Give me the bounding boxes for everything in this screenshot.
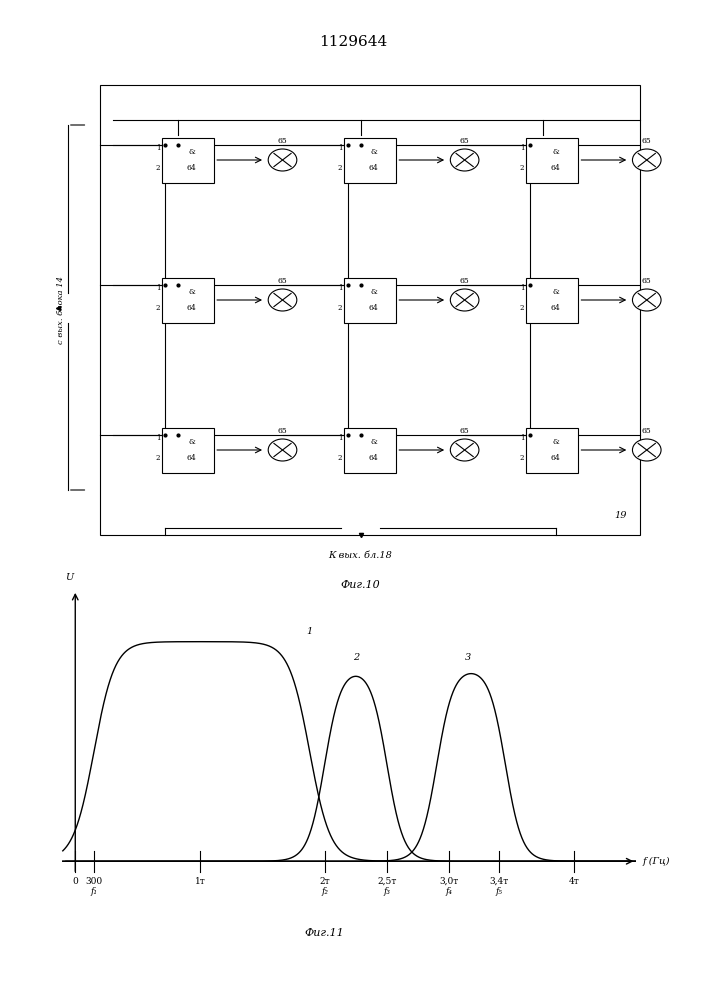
Circle shape bbox=[633, 149, 661, 171]
Bar bbox=[527, 277, 578, 322]
Text: 1: 1 bbox=[338, 144, 342, 152]
Circle shape bbox=[450, 289, 479, 311]
Bar bbox=[162, 277, 214, 322]
Circle shape bbox=[268, 439, 297, 461]
Text: 65: 65 bbox=[460, 277, 469, 285]
Bar bbox=[344, 277, 397, 322]
Text: f₄: f₄ bbox=[446, 887, 452, 896]
Text: Фиг.10: Фиг.10 bbox=[341, 580, 380, 590]
Text: 2: 2 bbox=[156, 163, 160, 172]
Text: 64: 64 bbox=[369, 304, 378, 312]
Text: 2: 2 bbox=[338, 454, 342, 462]
Text: &: & bbox=[552, 288, 559, 296]
Text: &: & bbox=[370, 288, 377, 296]
Text: К вых. бл.18: К вых. бл.18 bbox=[329, 550, 392, 560]
Bar bbox=[162, 137, 214, 182]
Text: с вых. блока 14: с вых. блока 14 bbox=[57, 276, 65, 344]
Text: 1: 1 bbox=[156, 144, 160, 152]
Text: 1: 1 bbox=[520, 284, 525, 292]
Text: 300: 300 bbox=[86, 877, 103, 886]
Bar bbox=[100, 85, 641, 535]
Circle shape bbox=[633, 439, 661, 461]
Circle shape bbox=[450, 439, 479, 461]
Bar bbox=[527, 137, 578, 182]
Text: &: & bbox=[370, 438, 377, 446]
Text: &: & bbox=[552, 438, 559, 446]
Circle shape bbox=[450, 149, 479, 171]
Circle shape bbox=[633, 289, 661, 311]
Text: &: & bbox=[188, 148, 195, 156]
Text: 2: 2 bbox=[156, 304, 160, 312]
Text: f₃: f₃ bbox=[383, 887, 390, 896]
Text: 1129644: 1129644 bbox=[320, 35, 387, 49]
Text: 3,0т: 3,0т bbox=[440, 877, 459, 886]
Circle shape bbox=[268, 289, 297, 311]
Text: 64: 64 bbox=[187, 304, 197, 312]
Text: 2: 2 bbox=[156, 454, 160, 462]
Text: 64: 64 bbox=[551, 454, 561, 462]
Text: 2: 2 bbox=[520, 454, 525, 462]
Text: 65: 65 bbox=[460, 427, 469, 435]
Text: &: & bbox=[188, 288, 195, 296]
Text: 64: 64 bbox=[551, 304, 561, 312]
Text: 2: 2 bbox=[520, 304, 525, 312]
Text: 65: 65 bbox=[642, 277, 652, 285]
Text: 4т: 4т bbox=[568, 877, 579, 886]
Bar bbox=[162, 428, 214, 473]
Circle shape bbox=[268, 149, 297, 171]
Text: f (Гц): f (Гц) bbox=[643, 857, 670, 866]
Text: 64: 64 bbox=[551, 163, 561, 172]
Text: 65: 65 bbox=[460, 137, 469, 145]
Text: U: U bbox=[65, 573, 73, 582]
Text: 2,5т: 2,5т bbox=[378, 877, 397, 886]
Bar bbox=[344, 428, 397, 473]
Text: 64: 64 bbox=[369, 163, 378, 172]
Text: 1т: 1т bbox=[194, 877, 205, 886]
Text: &: & bbox=[552, 148, 559, 156]
Text: Фиг.11: Фиг.11 bbox=[305, 928, 344, 938]
Text: 64: 64 bbox=[187, 454, 197, 462]
Text: 64: 64 bbox=[369, 454, 378, 462]
Text: 0: 0 bbox=[72, 877, 78, 886]
Text: 2: 2 bbox=[353, 653, 359, 662]
Bar bbox=[344, 137, 397, 182]
Text: 3: 3 bbox=[465, 653, 471, 662]
Text: 1: 1 bbox=[156, 284, 160, 292]
Text: 65: 65 bbox=[642, 137, 652, 145]
Text: 65: 65 bbox=[278, 277, 287, 285]
Text: 65: 65 bbox=[642, 427, 652, 435]
Text: 2т: 2т bbox=[320, 877, 330, 886]
Text: 64: 64 bbox=[187, 163, 197, 172]
Text: &: & bbox=[188, 438, 195, 446]
Text: 65: 65 bbox=[278, 427, 287, 435]
Text: f₅: f₅ bbox=[496, 887, 503, 896]
Text: f₁: f₁ bbox=[90, 887, 98, 896]
Text: 1: 1 bbox=[156, 434, 160, 442]
Text: 65: 65 bbox=[278, 137, 287, 145]
Text: 1: 1 bbox=[520, 434, 525, 442]
Text: 1: 1 bbox=[338, 284, 342, 292]
Text: 1: 1 bbox=[338, 434, 342, 442]
Text: 2: 2 bbox=[520, 163, 525, 172]
Text: &: & bbox=[370, 148, 377, 156]
Text: 3,4т: 3,4т bbox=[489, 877, 509, 886]
Text: 2: 2 bbox=[338, 163, 342, 172]
Text: 19: 19 bbox=[615, 511, 627, 520]
Text: f₂: f₂ bbox=[321, 887, 328, 896]
Text: 1: 1 bbox=[307, 627, 312, 636]
Bar bbox=[527, 428, 578, 473]
Text: 2: 2 bbox=[338, 304, 342, 312]
Text: 1: 1 bbox=[520, 144, 525, 152]
